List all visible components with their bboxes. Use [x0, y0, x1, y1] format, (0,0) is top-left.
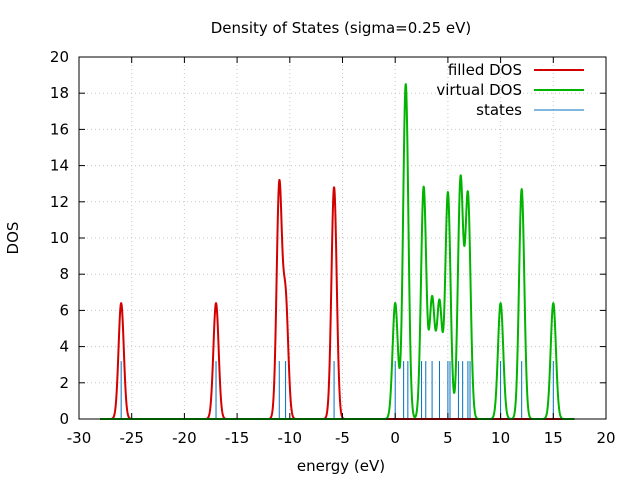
- y-tick-label: 10: [50, 229, 69, 247]
- grid: [79, 57, 606, 419]
- x-tick-label: 5: [443, 429, 453, 447]
- y-tick-label: 14: [50, 157, 69, 175]
- series-line-virtual-dos: [99, 83, 576, 420]
- x-tick-labels: -30 -25 -20 -15 -10 -5 0 5 10 15 20: [67, 429, 616, 447]
- legend: filled DOS virtual DOS states: [436, 61, 584, 119]
- x-tick-label: 15: [544, 429, 563, 447]
- series-layer: [99, 83, 576, 420]
- y-tick-label: 8: [59, 265, 69, 283]
- x-tick-label: 10: [491, 429, 510, 447]
- x-tick-label: -25: [119, 429, 144, 447]
- x-tick-label: -15: [225, 429, 250, 447]
- legend-label: states: [476, 101, 522, 119]
- y-tick-label: 18: [50, 84, 69, 102]
- y-tick-label: 20: [50, 48, 69, 66]
- x-tick-label: 0: [390, 429, 400, 447]
- legend-label: virtual DOS: [436, 81, 522, 99]
- y-axis-label: DOS: [4, 222, 22, 255]
- y-tick-label: 12: [50, 193, 69, 211]
- legend-label: filled DOS: [448, 61, 522, 79]
- x-axis-label: energy (eV): [297, 457, 385, 475]
- series-states: [120, 361, 554, 419]
- y-tick-labels: 0 2 4 6 8 10 12 14 16 18 20: [50, 48, 69, 428]
- x-tick-label: -5: [335, 429, 350, 447]
- y-tick-label: 6: [59, 301, 69, 319]
- x-tick-label: -30: [67, 429, 92, 447]
- x-tick-label: -20: [172, 429, 197, 447]
- y-tick-label: 16: [50, 120, 69, 138]
- y-tick-label: 2: [59, 374, 69, 392]
- x-tick-label: 20: [596, 429, 615, 447]
- y-tick-label: 4: [59, 338, 69, 356]
- chart-title: Density of States (sigma=0.25 eV): [211, 19, 472, 37]
- ticks: [78, 56, 607, 420]
- x-tick-label: -10: [278, 429, 303, 447]
- y-tick-label: 0: [59, 410, 69, 428]
